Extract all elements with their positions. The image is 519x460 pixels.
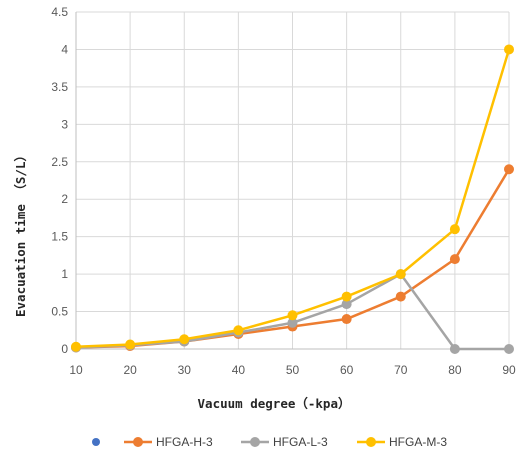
y-tick-label: 1 bbox=[61, 267, 68, 281]
data-point bbox=[342, 314, 352, 324]
data-point bbox=[233, 325, 243, 335]
data-point bbox=[504, 44, 514, 54]
data-point bbox=[179, 334, 189, 344]
x-tick-label: 80 bbox=[448, 363, 462, 377]
grid-lines bbox=[76, 12, 509, 349]
y-tick-label: 3 bbox=[61, 117, 68, 131]
data-point bbox=[450, 254, 460, 264]
x-tick-label: 60 bbox=[340, 363, 354, 377]
data-point bbox=[396, 269, 406, 279]
legend-item: HFGA-L-3 bbox=[241, 435, 328, 449]
y-axis-title: Evacuation time （S/L） bbox=[13, 149, 28, 317]
legend: HFGA-H-3 HFGA-L-3 HFGA-M-3 bbox=[92, 435, 447, 449]
y-tick-label: 4 bbox=[61, 42, 68, 56]
y-tick-label: 1.5 bbox=[51, 230, 68, 244]
legend-label: HFGA-L-3 bbox=[273, 435, 328, 449]
y-tick-labels: 0 0.5 1 1.5 2 2.5 3 3.5 4 4.5 bbox=[51, 5, 68, 356]
legend-swatch-marker bbox=[366, 437, 376, 447]
legend-swatch-marker bbox=[250, 437, 260, 447]
legend-item: HFGA-M-3 bbox=[357, 435, 447, 449]
x-tick-label: 20 bbox=[123, 363, 137, 377]
data-point bbox=[504, 164, 514, 174]
data-point bbox=[396, 292, 406, 302]
data-point bbox=[504, 344, 514, 354]
y-tick-label: 2.5 bbox=[51, 155, 68, 169]
data-point bbox=[450, 224, 460, 234]
data-point bbox=[342, 292, 352, 302]
x-tick-label: 90 bbox=[502, 363, 516, 377]
x-tick-labels: 10 20 30 40 50 60 70 80 90 bbox=[69, 363, 516, 377]
data-point bbox=[450, 344, 460, 354]
data-point bbox=[71, 342, 81, 352]
y-tick-label: 3.5 bbox=[51, 80, 68, 94]
x-tick-label: 70 bbox=[394, 363, 408, 377]
y-tick-label: 2 bbox=[61, 192, 68, 206]
x-tick-label: 40 bbox=[232, 363, 246, 377]
legend-label: HFGA-M-3 bbox=[389, 435, 447, 449]
data-point bbox=[288, 310, 298, 320]
x-tick-label: 50 bbox=[286, 363, 300, 377]
y-tick-label: 4.5 bbox=[51, 5, 68, 19]
legend-swatch-marker bbox=[133, 437, 143, 447]
data-point bbox=[125, 340, 135, 350]
x-tick-label: 10 bbox=[69, 363, 83, 377]
y-tick-label: 0 bbox=[61, 342, 68, 356]
x-tick-label: 30 bbox=[178, 363, 192, 377]
legend-label: HFGA-H-3 bbox=[156, 435, 213, 449]
legend-marker bbox=[92, 438, 100, 446]
y-tick-label: 0.5 bbox=[51, 305, 68, 319]
x-axis-title: Vacuum degree（-kpa） bbox=[198, 396, 351, 411]
legend-item: HFGA-H-3 bbox=[124, 435, 213, 449]
